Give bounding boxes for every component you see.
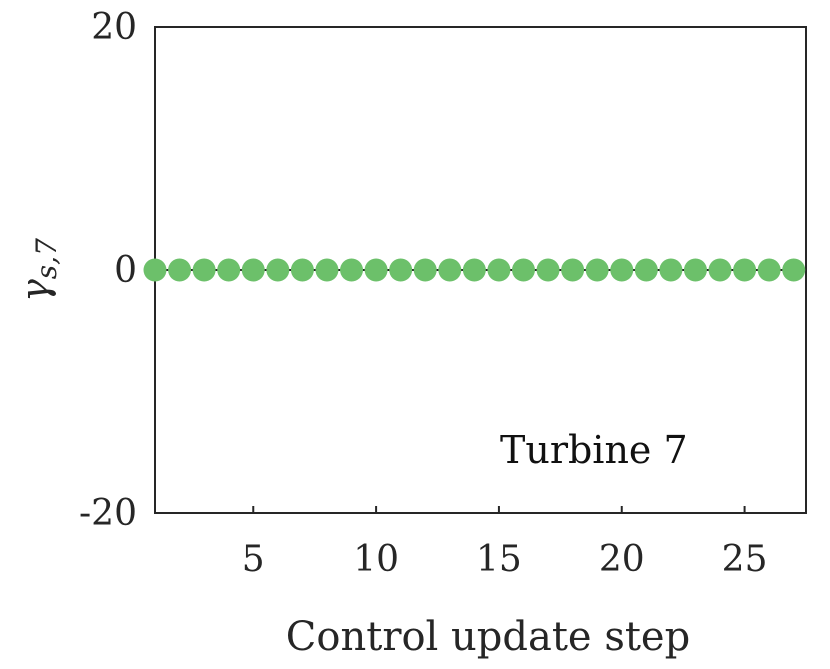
y-tick-label: 0	[114, 250, 137, 291]
x-tick-label: 5	[242, 539, 265, 580]
y-axis-label: γs,7	[13, 238, 63, 302]
data-point	[782, 258, 806, 282]
y-axis-label-main: γ	[13, 279, 57, 302]
x-tick-label: 20	[599, 539, 645, 580]
data-point	[708, 258, 732, 282]
data-point	[487, 258, 511, 282]
data-point	[659, 258, 683, 282]
data-point	[462, 258, 486, 282]
data-point	[413, 258, 437, 282]
y-tick-label: 20	[91, 7, 137, 48]
y-axis-label-sub: s,7	[30, 238, 63, 279]
data-point	[634, 258, 658, 282]
data-point	[290, 258, 314, 282]
data-point	[143, 258, 167, 282]
x-tick-label: 15	[476, 539, 522, 580]
svg-text:γs,7: γs,7	[13, 238, 63, 302]
data-point	[536, 258, 560, 282]
y-axis: -20 0 20	[79, 7, 162, 534]
data-point	[438, 258, 462, 282]
data-point	[168, 258, 192, 282]
x-tick-label: 25	[722, 539, 768, 580]
data-point	[364, 258, 388, 282]
data-point	[733, 258, 757, 282]
data-point	[683, 258, 707, 282]
annotation-text: Turbine 7	[500, 428, 688, 472]
x-axis-label: Control update step	[286, 614, 690, 660]
data-point	[266, 258, 290, 282]
x-tick-label: 10	[353, 539, 399, 580]
data-point	[389, 258, 413, 282]
data-point	[561, 258, 585, 282]
series-layer	[143, 258, 806, 282]
data-point	[340, 258, 364, 282]
data-point	[610, 258, 634, 282]
data-point	[315, 258, 339, 282]
y-tick-label: -20	[79, 493, 137, 534]
data-point	[757, 258, 781, 282]
data-point	[217, 258, 241, 282]
data-point	[241, 258, 265, 282]
x-axis: 5 10 15 20 25	[242, 506, 768, 580]
data-point	[192, 258, 216, 282]
data-point	[511, 258, 535, 282]
data-point	[585, 258, 609, 282]
